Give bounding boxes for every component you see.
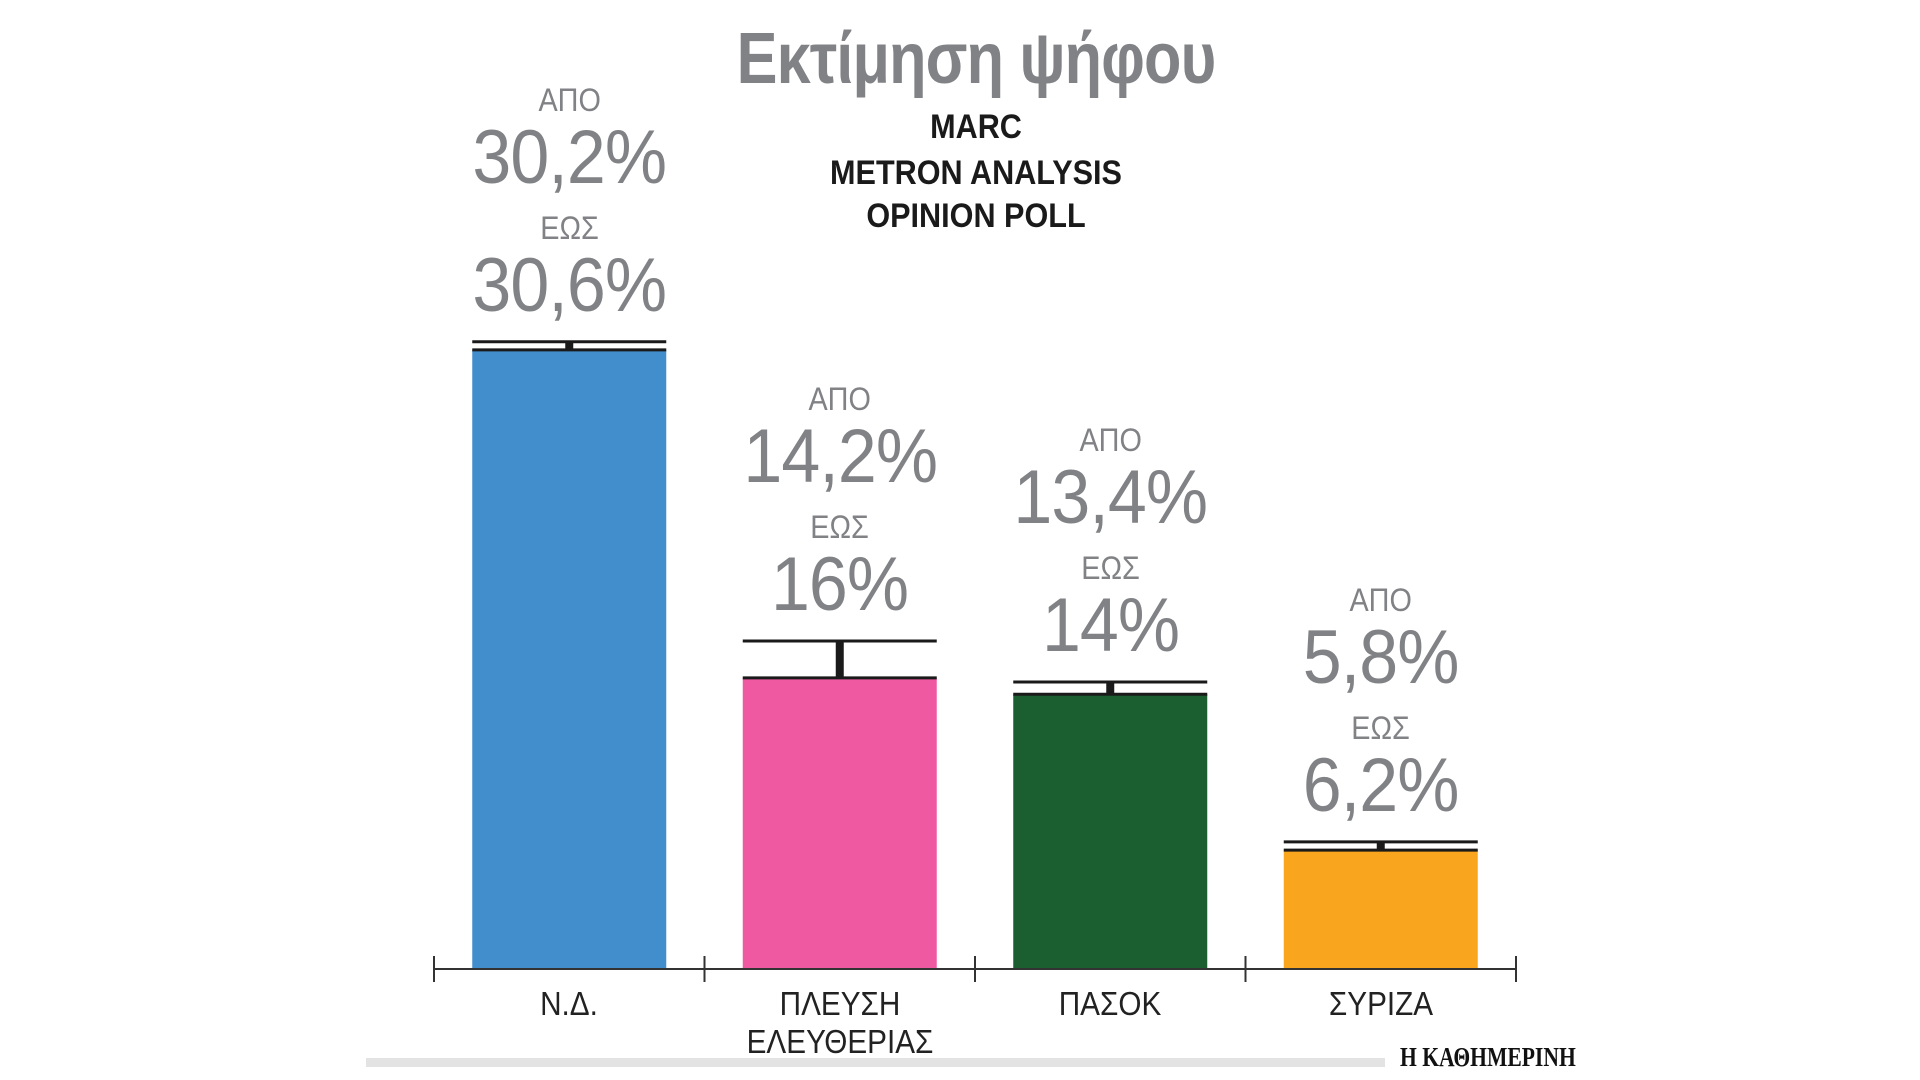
chart-subtitle-line: MARC bbox=[930, 108, 1022, 146]
range-value: 5,8% bbox=[1302, 614, 1460, 700]
category-label: Ν.Δ. bbox=[540, 985, 599, 1022]
range-prefix: ΑΠΟ bbox=[1079, 422, 1142, 458]
range-value: 30,6% bbox=[472, 242, 667, 328]
chart-title: Εκτίμηση ψήφου bbox=[736, 19, 1217, 99]
bar bbox=[742, 677, 937, 969]
range-value: 30,2% bbox=[472, 114, 667, 200]
footer-bar bbox=[366, 1058, 1385, 1067]
range-label: ΑΠΟ 5,8% ΕΩΣ 6,2% bbox=[1231, 580, 1531, 824]
range-prefix: ΑΠΟ bbox=[538, 81, 601, 118]
range-prefix: ΕΩΣ bbox=[1080, 550, 1140, 586]
range-prefix: ΑΠΟ bbox=[1349, 581, 1412, 618]
range-value: 13,4% bbox=[1013, 455, 1208, 540]
range-label: ΑΠΟ 30,2% ΕΩΣ 30,6% bbox=[419, 80, 719, 324]
bar bbox=[472, 349, 667, 969]
chart-subtitle-line: METRON ANALYSIS bbox=[830, 154, 1122, 192]
range-prefix: ΕΩΣ bbox=[539, 209, 599, 246]
chart-subtitle-line: OPINION POLL bbox=[866, 197, 1086, 235]
range-prefix: ΕΩΣ bbox=[1351, 709, 1411, 746]
range-label: ΑΠΟ 13,4% ΕΩΣ 14% bbox=[960, 420, 1260, 664]
range-prefix: ΕΩΣ bbox=[810, 509, 870, 545]
category-label: ΠΑΣΟΚ bbox=[1058, 985, 1162, 1022]
range-prefix: ΑΠΟ bbox=[808, 381, 871, 417]
range-value: 16% bbox=[771, 542, 909, 627]
bar bbox=[1013, 694, 1208, 969]
category-label: ΠΛΕΥΣΗ ΕΛΕΥΘΕΡΙΑΣ bbox=[746, 985, 934, 1060]
category-label: ΣΥΡΙΖΑ bbox=[1328, 985, 1433, 1022]
range-label: ΑΠΟ 14,2% ΕΩΣ 16% bbox=[690, 379, 990, 623]
range-value: 14,2% bbox=[742, 414, 938, 499]
bar bbox=[1283, 850, 1478, 969]
range-value: 6,2% bbox=[1302, 742, 1460, 828]
publisher-logo: Η ΚΑΘΗΜΕΡΙΝΗ bbox=[1400, 1042, 1576, 1072]
range-value: 14% bbox=[1041, 583, 1180, 668]
